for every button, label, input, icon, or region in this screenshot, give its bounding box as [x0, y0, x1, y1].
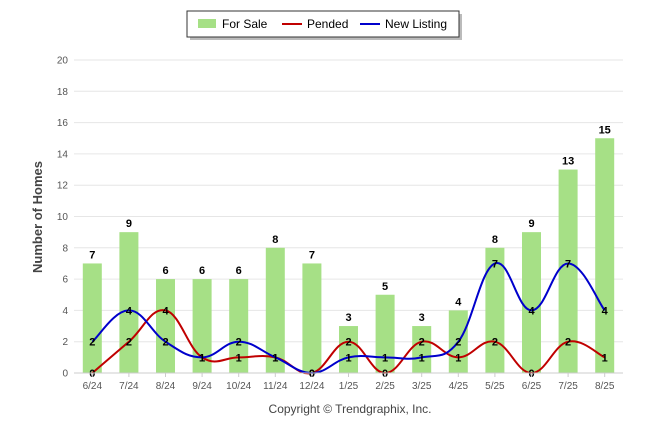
bar-for-sale — [265, 247, 285, 373]
y-tick-label: 4 — [62, 306, 68, 317]
y-tick-label: 8 — [62, 243, 68, 254]
bar-for-sale — [595, 138, 615, 373]
data-label-new-listing: 2 — [236, 337, 242, 349]
x-tick-label: 5/25 — [485, 381, 505, 392]
data-label-pended: 2 — [565, 337, 571, 349]
data-label-new-listing: 2 — [162, 337, 168, 349]
data-label-new-listing: 2 — [89, 337, 95, 349]
data-label-for-sale: 7 — [89, 249, 95, 261]
data-label-for-sale: 6 — [236, 265, 242, 277]
x-tick-label: 4/25 — [449, 381, 469, 392]
data-label-pended: 1 — [236, 352, 242, 364]
bar-for-sale — [229, 279, 249, 373]
data-label-for-sale: 5 — [382, 281, 388, 293]
x-tick-label: 9/24 — [192, 381, 212, 392]
data-label-new-listing: 1 — [272, 352, 278, 364]
x-tick-label: 12/24 — [299, 381, 324, 392]
data-label-pended: 1 — [272, 352, 278, 364]
data-label-new-listing: 1 — [382, 352, 388, 364]
x-tick-label: 10/24 — [226, 381, 251, 392]
data-label-new-listing: 7 — [565, 258, 571, 270]
data-label-new-listing: 7 — [492, 258, 498, 270]
y-tick-label: 20 — [57, 56, 69, 67]
data-label-new-listing: 4 — [528, 305, 535, 317]
data-label-for-sale: 3 — [345, 312, 351, 324]
data-label-for-sale: 9 — [126, 218, 132, 230]
y-tick-label: 12 — [57, 181, 69, 192]
x-tick-label: 11/24 — [263, 381, 288, 392]
data-label-new-listing: 1 — [345, 352, 351, 364]
bar-for-sale — [412, 326, 432, 373]
x-tick-label: 7/25 — [558, 381, 578, 392]
x-tick-label: 7/24 — [119, 381, 139, 392]
data-label-for-sale: 7 — [309, 249, 315, 261]
data-label-new-listing: 4 — [602, 305, 609, 317]
x-tick-label: 6/24 — [83, 381, 103, 392]
data-label-for-sale: 3 — [419, 312, 425, 324]
legend-label-pended: Pended — [307, 17, 348, 31]
data-label-pended: 4 — [162, 305, 169, 317]
line-new-listing — [91, 262, 606, 375]
data-label-for-sale: 9 — [528, 218, 534, 230]
bar-for-sale — [156, 279, 175, 373]
legend-label-new-listing: New Listing — [385, 17, 447, 31]
x-tick-label: 8/25 — [595, 381, 615, 392]
data-label-pended: 2 — [126, 337, 132, 349]
data-label-pended: 1 — [602, 352, 608, 364]
x-tick-label: 1/25 — [339, 381, 359, 392]
data-label-for-sale: 15 — [599, 124, 611, 136]
line-layer — [91, 262, 606, 375]
bar-for-sale — [558, 169, 578, 373]
legend-label-for-sale: For Sale — [222, 17, 268, 31]
data-label-pended: 2 — [492, 337, 498, 349]
legend: For Sale Pended New Listing — [186, 10, 462, 40]
copyright-footer: Copyright © Trendgraphix, Inc. — [269, 402, 432, 416]
data-label-pended: 2 — [345, 337, 351, 349]
data-label-pended: 1 — [199, 352, 205, 364]
y-tick-label: 0 — [62, 369, 68, 380]
data-label-for-sale: 13 — [562, 156, 574, 168]
x-tick-label: 2/25 — [375, 381, 395, 392]
data-label-for-sale: 4 — [455, 296, 462, 308]
bar-for-sale — [302, 263, 322, 373]
data-label-for-sale: 8 — [492, 234, 498, 246]
data-label-new-listing: 2 — [455, 337, 461, 349]
legend-swatch-for-sale — [198, 19, 216, 28]
y-tick-label: 18 — [57, 87, 69, 98]
data-label-pended: 1 — [455, 352, 461, 364]
y-axis-title: Number of Homes — [30, 161, 45, 273]
bar-for-sale — [119, 232, 139, 373]
x-tick-label: 8/24 — [156, 381, 176, 392]
bar-for-sale — [375, 294, 395, 373]
line-pended — [91, 309, 606, 375]
data-label-new-listing: 1 — [419, 352, 425, 364]
y-tick-label: 10 — [57, 212, 69, 223]
data-label-for-sale: 6 — [162, 265, 168, 277]
y-tick-label: 16 — [57, 118, 69, 129]
y-tick-label: 14 — [57, 149, 69, 160]
y-tick-label: 6 — [62, 275, 68, 286]
data-label-pended: 2 — [419, 337, 425, 349]
bar-for-sale — [82, 263, 102, 373]
y-tick-label: 2 — [62, 337, 68, 348]
bar-for-sale — [522, 232, 541, 373]
data-label-new-listing: 4 — [126, 305, 133, 317]
bar-for-sale — [192, 279, 212, 373]
x-tick-label: 3/25 — [412, 381, 432, 392]
data-label-for-sale: 8 — [272, 234, 278, 246]
data-label-for-sale: 6 — [199, 265, 205, 277]
bar-for-sale — [339, 326, 358, 373]
data-label-new-listing: 1 — [199, 352, 205, 364]
legend-box — [186, 10, 460, 38]
x-tick-label: 6/25 — [522, 381, 542, 392]
